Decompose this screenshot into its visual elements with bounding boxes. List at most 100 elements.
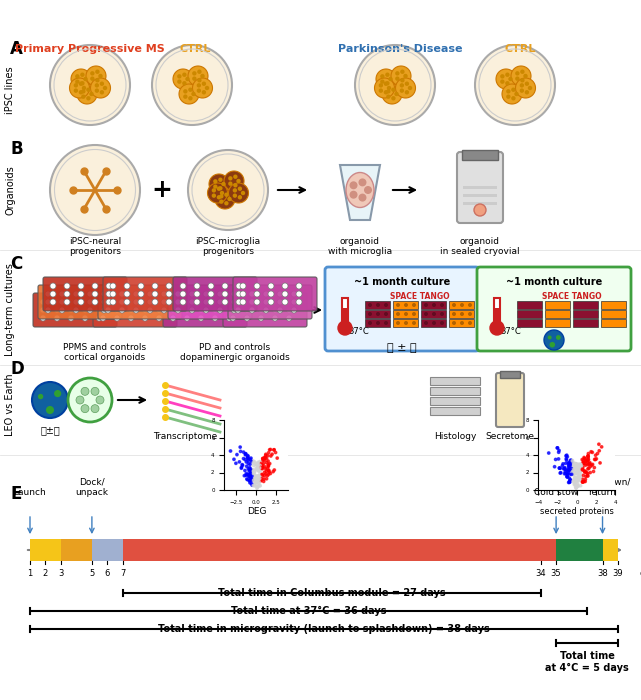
- Point: [266, 450, 276, 461]
- Circle shape: [520, 69, 524, 74]
- Circle shape: [233, 193, 237, 198]
- Point: [251, 473, 261, 484]
- Point: [246, 467, 256, 478]
- Circle shape: [218, 178, 222, 182]
- Point: [569, 457, 579, 468]
- Point: [256, 458, 266, 469]
- Circle shape: [179, 84, 199, 104]
- Circle shape: [400, 69, 404, 74]
- Bar: [430, 377, 480, 385]
- Circle shape: [403, 74, 408, 78]
- Point: [251, 477, 262, 488]
- Bar: [393, 319, 418, 327]
- Circle shape: [119, 291, 125, 297]
- Circle shape: [291, 291, 297, 297]
- Circle shape: [230, 315, 236, 321]
- Point: [554, 463, 565, 474]
- Text: LEO vs Earth: LEO vs Earth: [5, 374, 15, 436]
- Circle shape: [96, 396, 104, 404]
- Bar: [430, 387, 480, 395]
- Point: [581, 456, 592, 467]
- Circle shape: [184, 315, 190, 321]
- Point: [256, 473, 267, 484]
- Point: [567, 462, 578, 473]
- Point: [575, 468, 585, 479]
- Point: [240, 448, 251, 459]
- Text: DEG: DEG: [247, 508, 266, 517]
- Circle shape: [138, 299, 144, 305]
- Circle shape: [514, 92, 519, 96]
- Circle shape: [440, 312, 444, 316]
- Circle shape: [235, 291, 241, 297]
- Point: [226, 445, 236, 456]
- Circle shape: [506, 94, 511, 99]
- Point: [258, 461, 268, 472]
- Circle shape: [119, 299, 125, 305]
- Point: [561, 453, 571, 464]
- Point: [242, 468, 253, 480]
- Point: [561, 458, 571, 469]
- Bar: [517, 301, 542, 309]
- Point: [569, 478, 579, 489]
- Circle shape: [506, 89, 511, 94]
- Point: [594, 445, 604, 456]
- Circle shape: [92, 299, 98, 305]
- Text: 37°C: 37°C: [500, 328, 520, 337]
- Point: [249, 465, 260, 476]
- Bar: [365, 310, 390, 318]
- Circle shape: [412, 303, 416, 307]
- Bar: [573, 319, 598, 327]
- Point: [262, 453, 272, 464]
- Circle shape: [185, 77, 190, 81]
- Circle shape: [404, 321, 408, 325]
- Point: [262, 457, 272, 468]
- Circle shape: [96, 307, 102, 313]
- Circle shape: [254, 283, 260, 289]
- Point: [244, 469, 254, 480]
- Bar: [393, 310, 418, 318]
- Point: [576, 470, 587, 482]
- Point: [569, 459, 579, 470]
- Point: [583, 454, 593, 466]
- Circle shape: [68, 315, 74, 321]
- Point: [251, 459, 262, 470]
- Circle shape: [386, 89, 390, 94]
- Point: [260, 453, 270, 464]
- Bar: [545, 310, 570, 318]
- Point: [554, 447, 564, 458]
- Point: [263, 447, 274, 458]
- Point: [242, 469, 253, 480]
- Circle shape: [233, 174, 238, 179]
- Point: [569, 458, 579, 469]
- Point: [584, 463, 594, 474]
- Circle shape: [110, 299, 116, 305]
- Circle shape: [182, 73, 187, 77]
- FancyBboxPatch shape: [93, 293, 177, 327]
- Point: [244, 453, 254, 464]
- Circle shape: [74, 83, 78, 88]
- Circle shape: [282, 299, 288, 305]
- Circle shape: [208, 291, 214, 297]
- Circle shape: [520, 88, 524, 93]
- Point: [250, 470, 260, 481]
- Point: [580, 456, 590, 468]
- Point: [250, 477, 260, 488]
- Circle shape: [286, 299, 292, 305]
- Point: [246, 478, 256, 489]
- Circle shape: [432, 312, 436, 316]
- Point: [249, 460, 259, 471]
- Circle shape: [50, 283, 56, 289]
- Point: [579, 476, 589, 487]
- Point: [249, 471, 260, 482]
- Circle shape: [236, 299, 242, 305]
- Circle shape: [197, 69, 201, 74]
- Circle shape: [224, 201, 229, 206]
- Bar: [393, 301, 418, 309]
- Circle shape: [502, 84, 522, 104]
- Circle shape: [217, 195, 221, 199]
- Circle shape: [73, 299, 79, 305]
- Point: [240, 454, 250, 466]
- Circle shape: [175, 299, 181, 305]
- Circle shape: [166, 291, 172, 297]
- Point: [565, 459, 576, 470]
